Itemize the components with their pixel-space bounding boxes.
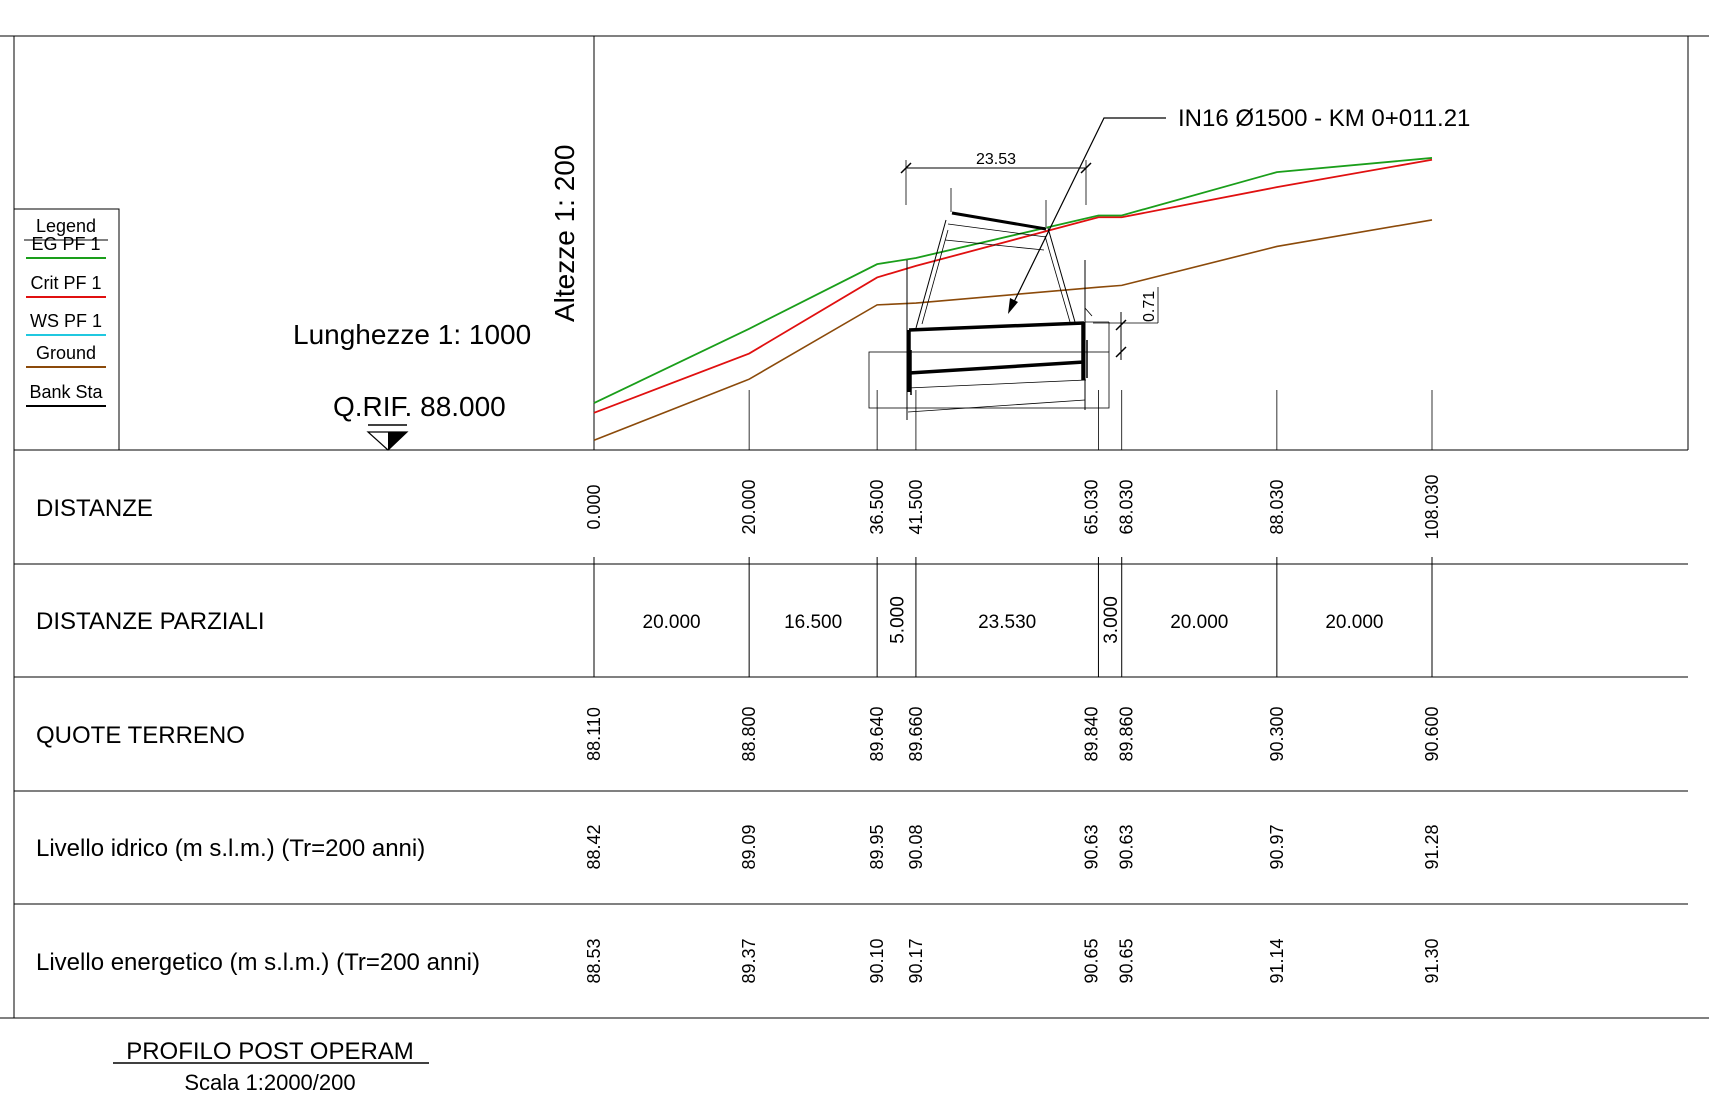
table-cell-energetico: 90.65	[1081, 938, 1101, 983]
ground-line	[593, 219, 1433, 442]
table-cell-parziali: 16.500	[784, 612, 842, 633]
legend-item-label: Crit PF 1	[30, 273, 101, 293]
table-cell-parziali: 3.000	[1101, 596, 1122, 644]
table-cell-terreno: 88.110	[584, 707, 604, 761]
culvert-length-dimension: 23.53	[900, 151, 1092, 205]
table-cell-terreno: 90.300	[1267, 706, 1287, 761]
profile-plot	[593, 157, 1433, 450]
legend-title: Legend	[36, 216, 96, 236]
table-cell-distanze: 88.030	[1267, 479, 1287, 534]
table-cell-terreno: 89.860	[1117, 706, 1137, 761]
table-cell-distanze: 41.500	[906, 479, 926, 534]
reference-level-label: Q.RIF. 88.000	[333, 391, 506, 422]
table-cell-idrico: 89.95	[867, 824, 887, 869]
table-cell-distanze: 68.030	[1117, 479, 1137, 534]
table-cell-idrico: 88.42	[584, 824, 604, 869]
energy-grade-line	[593, 157, 1433, 404]
table-cell-parziali: 20.000	[1170, 612, 1228, 633]
legend-item-label: Ground	[36, 343, 96, 363]
table-cell-terreno: 90.600	[1422, 706, 1442, 761]
legend: Legend EG PF 1 Crit PF 1 WS PF 1 Ground Bank…	[13, 208, 120, 451]
culvert-height-dimension: 0.71	[1093, 287, 1159, 360]
row-title-energetico: Livello energetico (m s.l.m.) (Tr=200 an…	[36, 949, 480, 976]
table-cell-energetico: 90.10	[867, 938, 887, 983]
drawing-title: PROFILO POST OPERAM	[126, 1038, 414, 1065]
table-cell-distanze: 65.030	[1081, 479, 1101, 534]
table-cell-distanze: 20.000	[739, 479, 759, 534]
row-title-distanze: DISTANZE	[36, 495, 153, 522]
table-cell-idrico: 90.63	[1117, 824, 1137, 869]
legend-item-label: EG PF 1	[31, 234, 100, 254]
table-cell-idrico: 89.09	[739, 824, 759, 869]
table-cell-idrico: 91.28	[1422, 824, 1442, 869]
height-scale-label: Altezze 1: 200	[549, 145, 580, 322]
table-cell-idrico: 90.63	[1081, 824, 1101, 869]
legend-item-label: WS PF 1	[30, 311, 102, 331]
table-cell-energetico: 91.30	[1422, 938, 1442, 983]
culvert-structure	[868, 188, 1110, 420]
table-cell-energetico: 88.53	[584, 938, 604, 983]
table-cell-distanze: 108.030	[1422, 474, 1442, 539]
table-cell-terreno: 89.840	[1081, 706, 1101, 761]
drawing-scale: Scala 1:2000/200	[184, 1070, 355, 1095]
length-scale-label: Lunghezze 1: 1000	[293, 319, 531, 350]
culvert-height-value: 0.71	[1141, 291, 1158, 322]
culvert-length-value: 23.53	[976, 151, 1016, 168]
row-title-terreno: QUOTE TERRENO	[36, 722, 245, 749]
table-cell-parziali: 20.000	[643, 612, 701, 633]
table-cell-parziali: 5.000	[888, 596, 909, 644]
legend-item-label: Bank Sta	[29, 382, 103, 402]
table-cell-terreno: 89.660	[906, 706, 926, 761]
table-cell-distanze: 36.500	[867, 479, 887, 534]
table-cell-idrico: 90.97	[1267, 824, 1287, 869]
table-cell-energetico: 91.14	[1267, 938, 1287, 983]
table-cell-idrico: 90.08	[906, 824, 926, 869]
row-title-parziali: DISTANZE PARZIALI	[36, 608, 264, 635]
profile-table: DISTANZE DISTANZE PARZIALI QUOTE TERRENO…	[36, 474, 1442, 983]
table-cell-parziali: 23.530	[978, 612, 1036, 633]
table-cell-energetico: 89.37	[739, 938, 759, 983]
table-cell-energetico: 90.65	[1117, 938, 1137, 983]
table-cell-energetico: 90.17	[906, 938, 926, 983]
table-cell-parziali: 20.000	[1325, 612, 1383, 633]
footer: PROFILO POST OPERAM Scala 1:2000/200	[113, 1038, 429, 1095]
table-cell-terreno: 88.800	[739, 706, 759, 761]
row-title-idrico: Livello idrico (m s.l.m.) (Tr=200 anni)	[36, 835, 425, 862]
table-cell-distanze: 0.000	[584, 484, 604, 529]
frame	[0, 35, 1709, 1019]
table-cell-terreno: 89.640	[867, 706, 887, 761]
reference-level-marker	[366, 424, 409, 451]
culvert-leader: IN16 Ø1500 - KM 0+011.21	[1008, 105, 1470, 314]
water-surface-line	[593, 158, 1433, 414]
culvert-label: IN16 Ø1500 - KM 0+011.21	[1178, 105, 1470, 132]
